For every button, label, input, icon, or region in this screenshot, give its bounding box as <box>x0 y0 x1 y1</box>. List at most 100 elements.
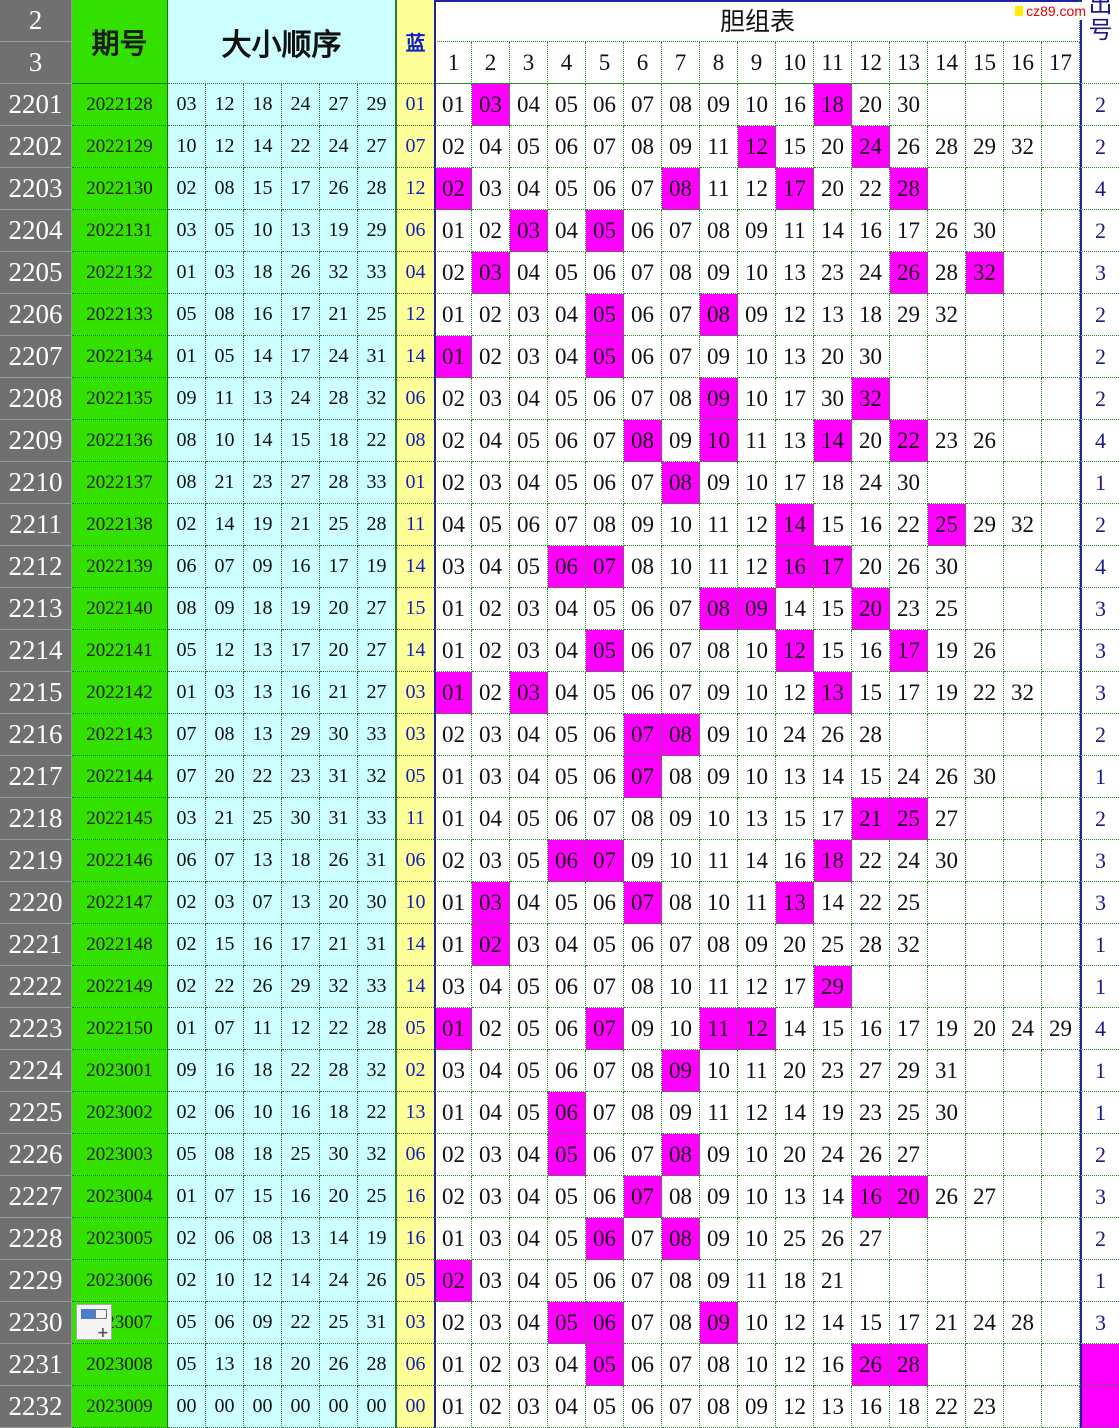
group-number: 11 <box>700 966 738 1008</box>
group-number: 05 <box>510 546 548 588</box>
group-empty <box>1042 756 1080 798</box>
number: 14 <box>320 1218 358 1260</box>
group-number: 08 <box>700 1386 738 1428</box>
group-number: 06 <box>548 1092 586 1134</box>
row-number: 2219 <box>0 840 72 882</box>
group-empty <box>928 1344 966 1386</box>
period: 2022142 <box>72 672 168 714</box>
group-number: 05 <box>586 672 624 714</box>
number: 26 <box>320 840 358 882</box>
group-empty <box>1042 798 1080 840</box>
number: 18 <box>244 84 282 126</box>
group-empty <box>1042 294 1080 336</box>
group-number: 27 <box>890 1134 928 1176</box>
group-number: 12 <box>738 546 776 588</box>
group-number: 11 <box>700 546 738 588</box>
group-number: 23 <box>852 1092 890 1134</box>
group-number: 26 <box>966 420 1004 462</box>
group-empty <box>928 924 966 966</box>
blue-number: 06 <box>396 1134 434 1176</box>
group-number: 02 <box>472 294 510 336</box>
number: 02 <box>168 924 206 966</box>
group-number: 29 <box>890 1050 928 1092</box>
group-number: 05 <box>510 1092 548 1134</box>
group-number: 05 <box>548 882 586 924</box>
group-number: 09 <box>700 378 738 420</box>
blue-number: 08 <box>396 420 434 462</box>
group-number: 07 <box>624 1176 662 1218</box>
number: 10 <box>206 420 244 462</box>
group-empty <box>1004 1344 1042 1386</box>
group-number: 03 <box>434 1050 472 1092</box>
group-number: 28 <box>1004 1302 1042 1344</box>
number: 14 <box>244 420 282 462</box>
number: 05 <box>168 1134 206 1176</box>
row-number: 2230 <box>0 1302 72 1344</box>
group-number: 19 <box>928 672 966 714</box>
group-number: 11 <box>738 1050 776 1092</box>
group-empty <box>1042 252 1080 294</box>
group-number: 04 <box>472 420 510 462</box>
group-number: 09 <box>700 756 738 798</box>
header-column: 3 <box>510 42 548 84</box>
group-number: 05 <box>548 714 586 756</box>
group-number: 03 <box>434 966 472 1008</box>
blue-number: 06 <box>396 210 434 252</box>
header-column: 2 <box>472 42 510 84</box>
group-number: 10 <box>700 882 738 924</box>
period: 2022146 <box>72 840 168 882</box>
group-number: 20 <box>776 924 814 966</box>
hit-count: 1 <box>1080 966 1119 1008</box>
group-number: 09 <box>662 798 700 840</box>
group-number: 08 <box>662 84 700 126</box>
period: 2023006 <box>72 1260 168 1302</box>
number: 25 <box>244 798 282 840</box>
number: 07 <box>168 714 206 756</box>
group-number: 05 <box>510 420 548 462</box>
group-empty <box>966 882 1004 924</box>
number: 20 <box>206 756 244 798</box>
group-empty <box>966 1218 1004 1260</box>
group-empty <box>1004 420 1042 462</box>
group-empty <box>966 798 1004 840</box>
group-number: 09 <box>700 714 738 756</box>
group-number: 26 <box>814 1218 852 1260</box>
group-empty <box>966 1134 1004 1176</box>
group-number: 13 <box>776 882 814 924</box>
group-number: 30 <box>852 336 890 378</box>
number: 02 <box>168 1218 206 1260</box>
group-number: 32 <box>966 252 1004 294</box>
group-number: 03 <box>510 924 548 966</box>
group-number: 25 <box>928 504 966 546</box>
number: 16 <box>282 1176 320 1218</box>
group-number: 04 <box>548 924 586 966</box>
group-empty <box>1042 588 1080 630</box>
number: 09 <box>168 378 206 420</box>
group-empty <box>1042 378 1080 420</box>
group-number: 09 <box>624 1008 662 1050</box>
header-column: 7 <box>662 42 700 84</box>
group-number: 02 <box>434 126 472 168</box>
group-number: 06 <box>586 1260 624 1302</box>
group-number: 30 <box>890 462 928 504</box>
number: 22 <box>206 966 244 1008</box>
number: 13 <box>282 882 320 924</box>
group-empty <box>890 1218 928 1260</box>
group-number: 15 <box>814 1008 852 1050</box>
number: 23 <box>244 462 282 504</box>
group-number: 11 <box>738 1260 776 1302</box>
group-number: 09 <box>624 840 662 882</box>
period: 2022132 <box>72 252 168 294</box>
number: 33 <box>358 252 396 294</box>
number: 26 <box>320 168 358 210</box>
group-number: 30 <box>814 378 852 420</box>
group-number: 08 <box>662 378 700 420</box>
row-number: 2207 <box>0 336 72 378</box>
hit-count <box>1080 1344 1119 1386</box>
group-number: 02 <box>472 630 510 672</box>
group-number: 10 <box>662 546 700 588</box>
number: 08 <box>206 294 244 336</box>
header-column: 1 <box>434 42 472 84</box>
number: 12 <box>244 1260 282 1302</box>
group-number: 15 <box>852 672 890 714</box>
